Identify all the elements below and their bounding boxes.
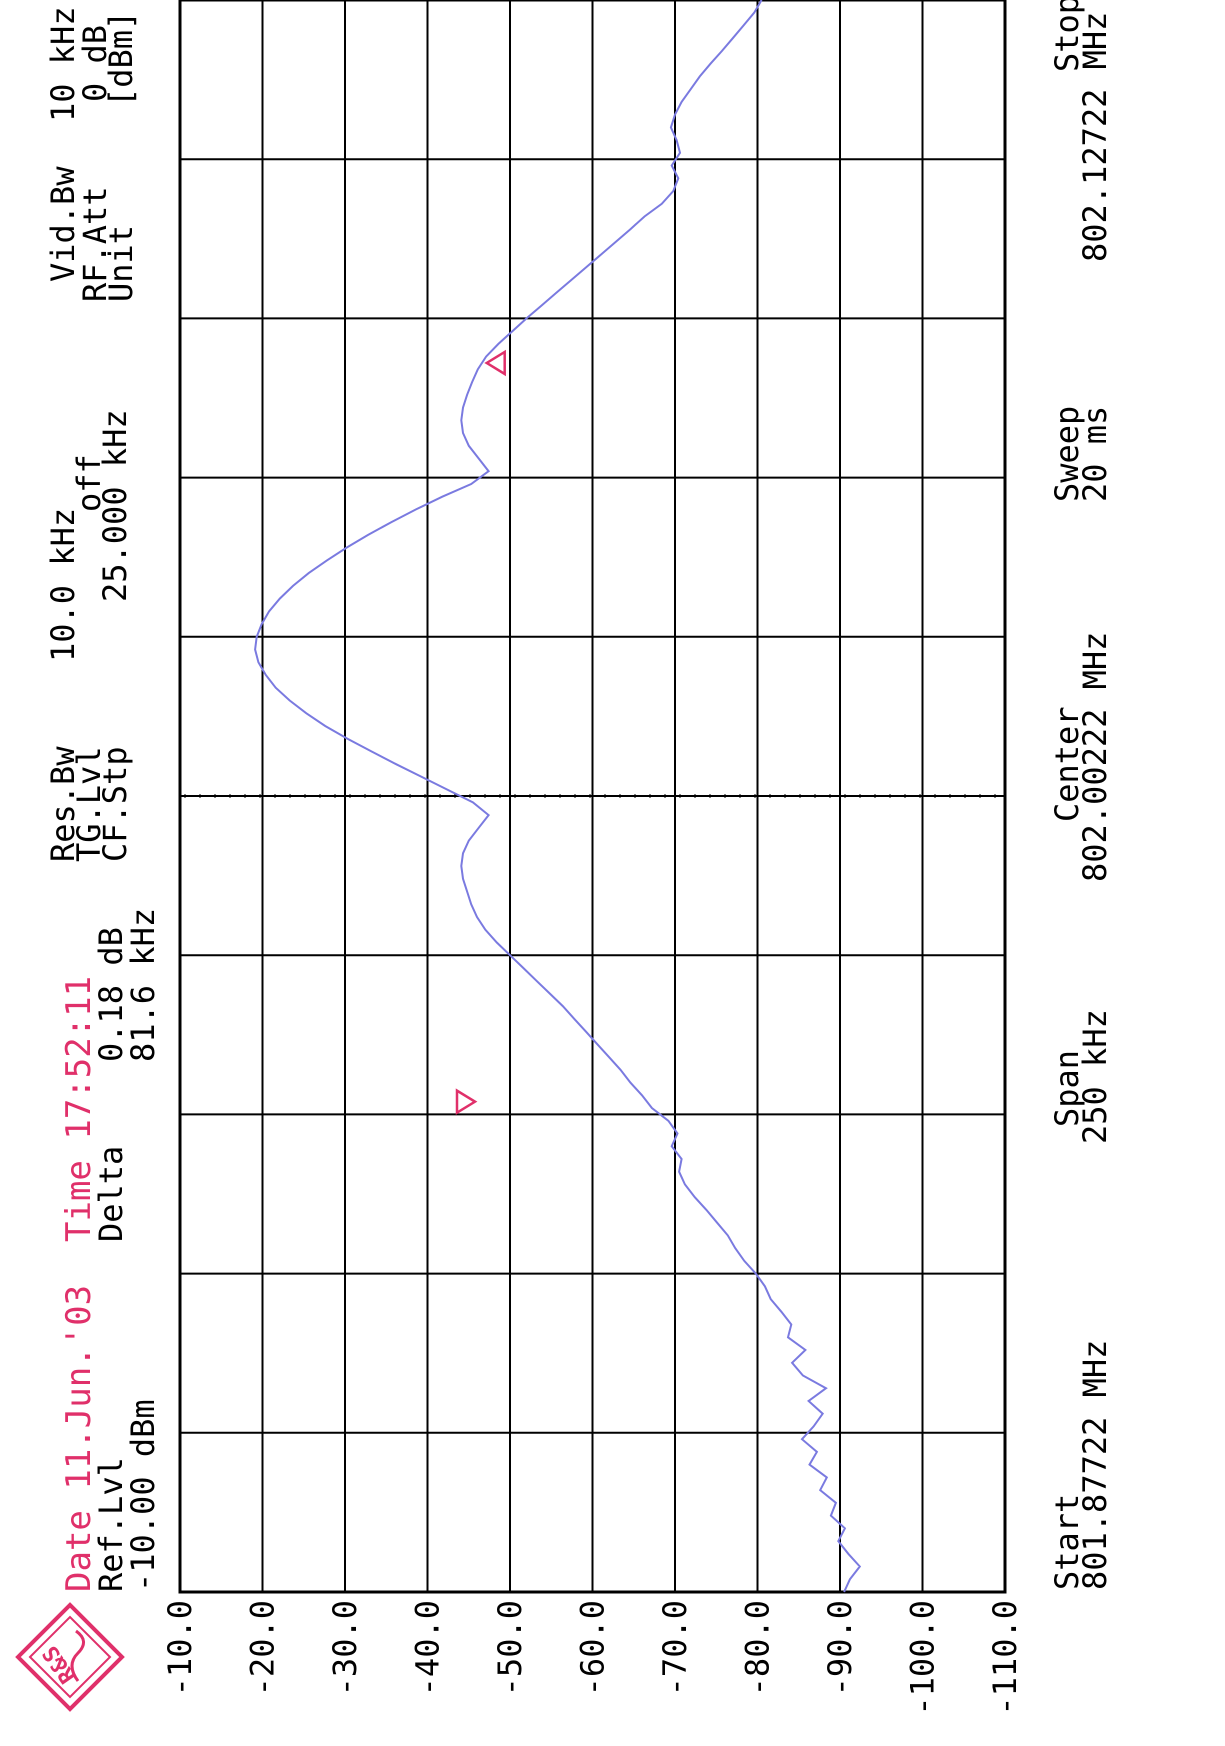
- center-value: 802.00222 MHz: [1076, 632, 1114, 882]
- stop-value: 802.12722 MHz: [1076, 12, 1114, 262]
- res-bw-label: Res.Bw: [44, 746, 82, 862]
- ref-lvl-value: -10.00 dBm: [124, 1399, 162, 1592]
- marker-1: [455, 1088, 478, 1115]
- delta-label: Delta: [92, 1146, 130, 1242]
- tg-lvl-value: off: [70, 454, 108, 512]
- stop-label: Stop: [1048, 0, 1086, 72]
- span-label: Span: [1048, 1050, 1086, 1127]
- delta-marker-2: [484, 349, 506, 377]
- center-label: Center: [1048, 706, 1086, 822]
- rohde-schwarz-logo: R&S: [15, 1602, 125, 1712]
- cf-stp-label: CF.Stp: [96, 746, 134, 862]
- logo-diamond-inner: [28, 1615, 112, 1699]
- spectrum-trace: [254, 0, 862, 1593]
- delta-db-value: 0.18 dB: [92, 927, 130, 1062]
- y-axis-ticks: -10.0 -20.0 -30.0 -40.0 -50.0 -60.0 -70.0 -80.0…: [161, 1600, 1024, 1716]
- y-tick-label: -40.0: [409, 1600, 447, 1696]
- vid-bw-value: 10 kHz: [44, 6, 82, 122]
- span-value: 250 kHz: [1076, 1009, 1114, 1144]
- cf-stp-value: 25.000 kHz: [96, 409, 134, 602]
- footer-info: Start 801.87722 MHz Span 250 kHz Center …: [1048, 0, 1114, 1590]
- y-tick-label: -50.0: [491, 1600, 529, 1696]
- delta-freq-value: 81.6 kHz: [124, 908, 162, 1062]
- plot-frame: [178, 0, 1007, 1594]
- unit-value: [dBm]: [102, 11, 140, 107]
- y-tick-label: -90.0: [821, 1600, 859, 1696]
- date-label: Date 11.Jun.'03: [59, 1285, 99, 1592]
- y-tick-label: -30.0: [326, 1600, 364, 1696]
- y-tick-label: -80.0: [739, 1600, 777, 1696]
- time-label: Time 17:52:11: [59, 976, 99, 1242]
- y-tick-label: -20.0: [244, 1600, 282, 1696]
- start-value: 801.87722 MHz: [1076, 1340, 1114, 1590]
- y-tick-label: -10.0: [161, 1600, 199, 1696]
- rf-att-value: 0 dB: [76, 25, 114, 102]
- y-tick-label: -100.0: [904, 1600, 942, 1716]
- ref-lvl-label: Ref.Lvl: [92, 1457, 130, 1592]
- y-tick-label: -60.0: [574, 1600, 612, 1696]
- y-tick-label: -70.0: [656, 1600, 694, 1696]
- grid: [178, 0, 1007, 1594]
- vid-bw-label: Vid.Bw: [44, 166, 82, 282]
- rf-att-label: RF.Att: [76, 186, 114, 302]
- tg-lvl-label: TG.Lvl: [70, 746, 108, 862]
- y-tick-label: -110.0: [986, 1600, 1024, 1716]
- header-info: Date 11.Jun.'03 Time 17:52:11 Ref.Lvl -1…: [44, 6, 162, 1592]
- logo-diamond-outer: [15, 1602, 125, 1712]
- sweep-label: Sweep: [1048, 406, 1086, 502]
- res-bw-value: 10.0 kHz: [44, 508, 82, 662]
- markers: [455, 349, 506, 1115]
- sweep-value: 20 ms: [1076, 406, 1114, 502]
- logo-wave: [70, 1629, 85, 1682]
- logo-text: R&S: [38, 1641, 81, 1688]
- unit-label: Unit: [102, 225, 140, 302]
- start-label: Start: [1048, 1494, 1086, 1590]
